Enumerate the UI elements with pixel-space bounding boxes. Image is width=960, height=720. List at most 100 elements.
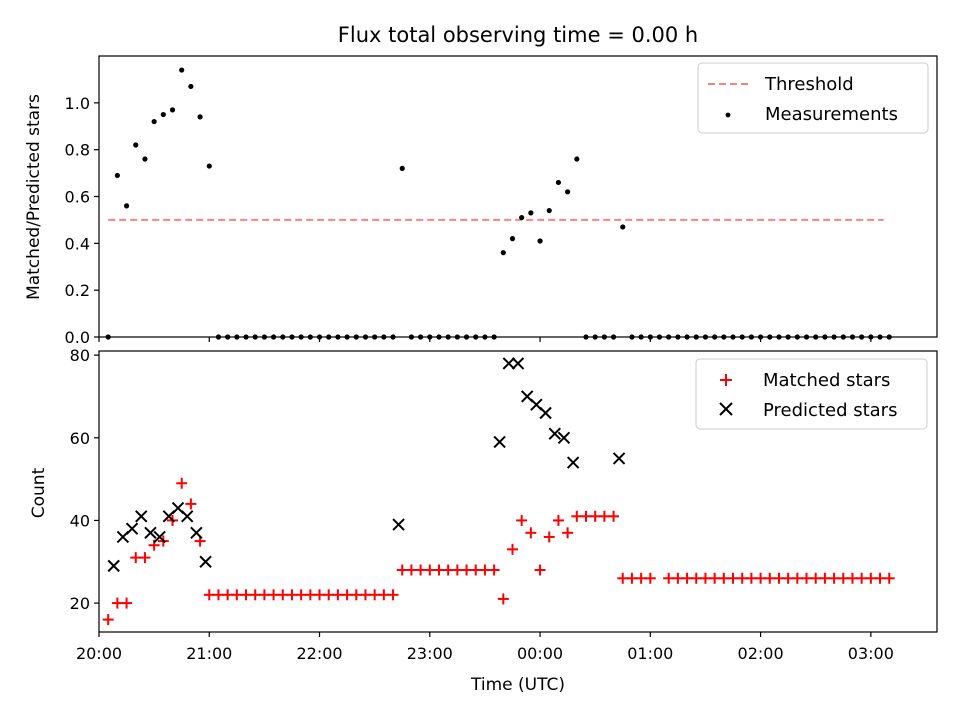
predicted-star-point	[135, 510, 148, 523]
top-legend: Threshold Measurements	[697, 62, 929, 134]
predicted-star-point	[190, 526, 203, 540]
measurement-point	[188, 83, 194, 90]
matched-star-point	[359, 589, 371, 601]
matched-star-point	[378, 589, 390, 601]
matched-star-point	[497, 593, 509, 605]
measurement-point	[151, 118, 157, 125]
bottom-y-axis: 20 40 60 80	[70, 346, 99, 613]
bottom-x-tick-label: 20:00	[76, 644, 122, 663]
measurement-point	[133, 142, 139, 148]
measurement-point	[206, 163, 212, 169]
bottom-y-tick-label: 80	[70, 346, 90, 365]
matched-star-point	[736, 572, 748, 584]
matched-star-point	[258, 589, 270, 601]
matched-star-point	[277, 589, 289, 601]
matched-star-point	[121, 597, 133, 609]
matched-star-point	[617, 572, 629, 584]
measurement-point	[555, 179, 562, 186]
matched-star-point	[810, 572, 822, 584]
matched-star-point	[709, 572, 721, 584]
measurement-point	[142, 156, 148, 162]
matched-star-point	[543, 531, 555, 543]
measurement-series	[105, 67, 892, 340]
matched-star-point	[111, 597, 123, 609]
measurements-legend-label: Measurements	[765, 104, 898, 125]
matched-star-point	[865, 572, 877, 584]
matched-star-point	[212, 589, 224, 601]
measurement-point	[546, 207, 552, 214]
matched-star-point	[268, 589, 280, 601]
matched-star-point	[801, 572, 813, 584]
matched-star-point	[791, 572, 803, 584]
matched-star-point	[506, 543, 518, 555]
measurement-point	[519, 214, 525, 221]
measurement-point	[197, 114, 203, 120]
measurement-point	[574, 156, 580, 162]
matched-star-point	[580, 510, 592, 522]
matched-star-point	[387, 589, 399, 601]
matched-star-point	[755, 572, 767, 584]
matched-legend-marker	[720, 374, 732, 386]
matched-star-point	[589, 510, 601, 522]
top-y-tick-label: 0.4	[65, 234, 90, 253]
matched-star-point	[846, 572, 858, 584]
matched-star-point	[231, 589, 243, 601]
measurement-point	[528, 210, 534, 216]
x-axis-label: Time (UTC)	[470, 675, 565, 695]
matched-star-point	[828, 572, 840, 584]
bottom-x-tick-label: 01:00	[627, 644, 673, 663]
matched-star-point	[461, 564, 473, 576]
predicted-legend-label: Predicted stars	[763, 400, 897, 421]
threshold-legend-label: Threshold	[764, 74, 854, 95]
matched-star-point	[883, 572, 895, 584]
top-y-tick-label: 1.0	[65, 94, 90, 113]
matched-star-point	[663, 572, 675, 584]
bottom-x-tick-label: 03:00	[848, 644, 894, 663]
matched-star-point	[396, 564, 408, 576]
top-x-ticks	[98, 337, 872, 342]
matched-star-point	[837, 572, 849, 584]
bottom-x-tick-label: 00:00	[517, 644, 563, 663]
predicted-star-point	[502, 357, 516, 370]
matched-star-point	[424, 564, 436, 576]
matched-star-point	[608, 510, 620, 522]
measurement-point	[123, 203, 130, 209]
predicted-star-point	[181, 510, 194, 523]
matched-star-point	[295, 589, 307, 601]
bottom-y-tick-label: 40	[70, 511, 90, 530]
measurement-point	[179, 67, 185, 73]
matched-star-point	[672, 572, 684, 584]
predicted-legend-marker	[719, 402, 733, 416]
measurement-point	[399, 165, 405, 171]
top-y-tick-label: 0.2	[65, 281, 90, 300]
matched-star-point	[874, 572, 886, 584]
predicted-star-point	[144, 526, 157, 540]
predicted-star-point	[612, 452, 626, 465]
matched-star-point	[323, 589, 335, 601]
top-y-tick-label: 0.8	[65, 141, 90, 160]
matched-star-point	[764, 572, 776, 584]
predicted-star-point	[107, 559, 120, 573]
bottom-plot-frame	[98, 350, 938, 633]
matched-star-point	[286, 589, 298, 601]
matched-star-point	[176, 477, 188, 489]
measurements-legend-marker	[725, 112, 731, 118]
matched-star-point	[240, 589, 252, 601]
bottom-panel: 20 40 60 80 20:00 21:00 22:00 23:00 00:00 01:00 0…	[29, 346, 938, 695]
bottom-y-tick-label: 60	[70, 429, 90, 448]
matched-star-point	[727, 572, 739, 584]
matched-star-point	[405, 564, 417, 576]
matched-star-point	[690, 572, 702, 584]
matched-star-point	[552, 514, 564, 526]
matched-star-point	[773, 572, 785, 584]
matched-legend-label: Matched stars	[763, 370, 890, 391]
matched-star-point	[369, 589, 381, 601]
measurement-point	[160, 111, 166, 118]
matched-star-point	[332, 589, 344, 601]
measurement-point	[169, 107, 176, 113]
matched-star-point	[451, 564, 463, 576]
matched-star-point	[470, 564, 482, 576]
matched-star-point	[139, 552, 151, 564]
bottom-x-tick-label: 22:00	[296, 644, 342, 663]
